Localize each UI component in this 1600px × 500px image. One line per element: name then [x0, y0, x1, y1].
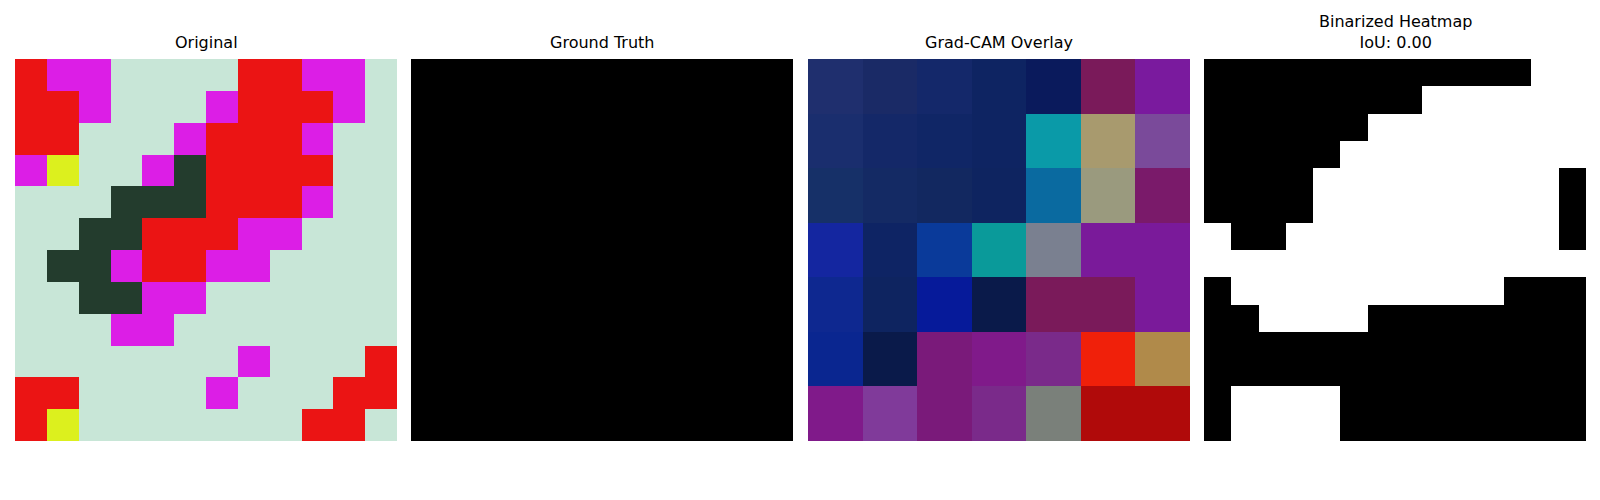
svg-text:Ground Truth: Ground Truth	[550, 33, 655, 52]
svg-text:Binarized HeatmapIoU: 0.00: Binarized HeatmapIoU: 0.00	[1319, 12, 1472, 52]
svg-text:Original: Original	[175, 33, 238, 52]
svg-text:Grad-CAM Overlay: Grad-CAM Overlay	[925, 33, 1073, 52]
